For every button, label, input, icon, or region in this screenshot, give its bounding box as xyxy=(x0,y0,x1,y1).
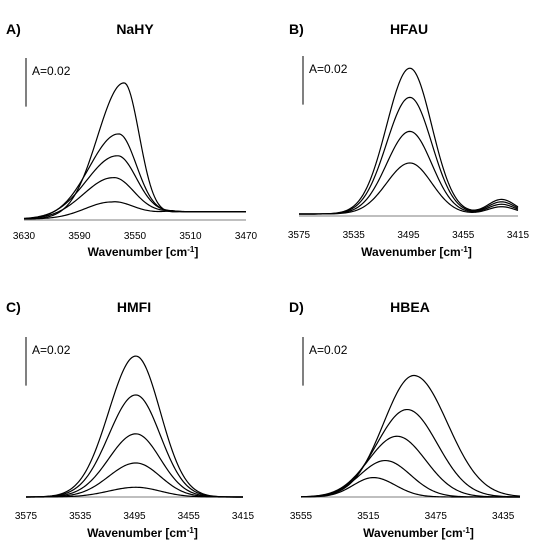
panel-label-b: B) xyxy=(289,21,304,37)
scale-label-c: A=0.02 xyxy=(32,343,71,357)
x-tick-label-b-0: 3575 xyxy=(288,230,311,241)
x-tick-label-d-0: 3555 xyxy=(290,511,313,522)
x-tick-label-a-2: 3550 xyxy=(124,231,147,242)
spectrum-curve-d-1 xyxy=(300,374,521,498)
x-tick-label-c-1: 3535 xyxy=(69,511,92,522)
x-tick-label-b-4: 3415 xyxy=(507,230,530,241)
x-tick-label-c-2: 3495 xyxy=(123,511,146,522)
spectrum-curve-d-3 xyxy=(300,435,520,498)
spectrum-curve-a-3 xyxy=(23,155,246,219)
x-tick-label-a-0: 3630 xyxy=(13,231,36,242)
spectrum-curve-c-2 xyxy=(26,394,243,498)
spectrum-curve-a-5 xyxy=(23,201,246,220)
spectrum-curve-b-4 xyxy=(299,162,519,215)
scale-label-b: A=0.02 xyxy=(309,62,348,76)
x-tick-label-c-4: 3415 xyxy=(232,511,255,522)
x-tick-label-c-3: 3455 xyxy=(178,511,201,522)
x-tick-label-b-2: 3495 xyxy=(397,230,420,241)
x-tick-label-d-2: 3475 xyxy=(425,511,448,522)
x-axis-title-c: Wavenumber [cm-1] xyxy=(87,526,198,541)
panel-title-a: NaHY xyxy=(116,21,154,37)
x-tick-label-b-3: 3455 xyxy=(452,230,475,241)
panel-b: B) HFAU A=0.02 3575 3535 3495 3455 3415 Wavenumb… xyxy=(288,21,530,259)
panel-label-c: C) xyxy=(6,299,21,315)
panel-c: C) HMFI A=0.02 3575 3535 3495 3455 3415 Wavenumb… xyxy=(6,299,255,540)
x-tick-label-a-1: 3590 xyxy=(68,231,91,242)
panel-title-d: HBEA xyxy=(390,299,430,315)
spectrum-curve-c-4 xyxy=(26,462,243,498)
x-tick-label-a-3: 3510 xyxy=(179,231,202,242)
spectrum-curve-c-5 xyxy=(26,486,243,498)
spectrum-curve-a-1 xyxy=(23,82,246,220)
x-axis-title-a: Wavenumber [cm-1] xyxy=(88,245,199,260)
panel-d: D) HBEA A=0.02 3555 3515 3475 3435 Wavenumber [… xyxy=(289,299,521,541)
spectrum-curve-b-2 xyxy=(299,96,519,215)
x-tick-label-d-3: 3435 xyxy=(492,511,515,522)
x-tick-label-d-1: 3515 xyxy=(357,511,380,522)
scale-label-a: A=0.02 xyxy=(32,64,71,78)
spectrum-curve-b-3 xyxy=(299,130,519,215)
spectrum-curve-b-1 xyxy=(299,67,519,215)
x-tick-label-c-0: 3575 xyxy=(15,511,38,522)
x-axis-title-d: Wavenumber [cm-1] xyxy=(363,526,474,541)
spectrum-curve-a-4 xyxy=(23,176,246,220)
spectrum-curve-d-2 xyxy=(300,408,521,498)
panel-title-b: HFAU xyxy=(390,21,428,37)
spectrum-curve-c-1 xyxy=(25,355,243,498)
spectrum-curve-d-5 xyxy=(300,476,520,498)
x-axis-title-b: Wavenumber [cm-1] xyxy=(361,245,472,260)
panel-a: A) NaHY A=0.02 3630 3590 3550 3510 3470 Wavenumb… xyxy=(6,21,258,259)
x-tick-label-a-4: 3470 xyxy=(235,231,258,242)
panel-label-d: D) xyxy=(289,299,304,315)
panel-title-c: HMFI xyxy=(117,299,151,315)
x-tick-label-b-1: 3535 xyxy=(343,230,366,241)
panel-label-a: A) xyxy=(6,21,21,37)
scale-label-d: A=0.02 xyxy=(309,343,348,357)
